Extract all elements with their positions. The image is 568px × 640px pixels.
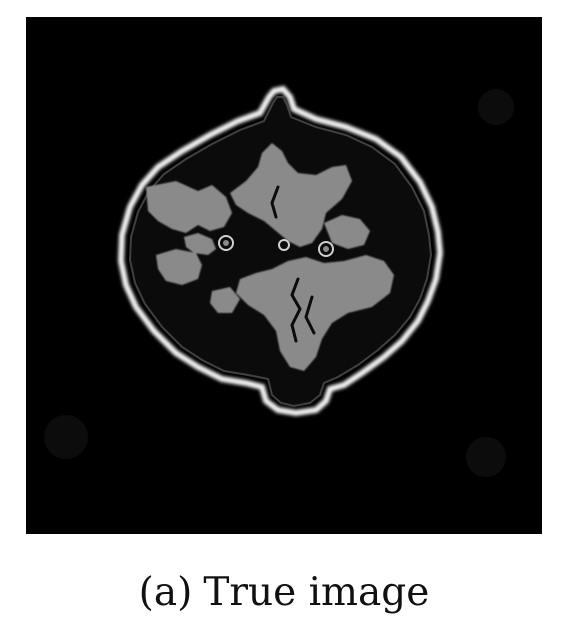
central-upper-region [230, 143, 352, 247]
true-image-panel [26, 17, 542, 534]
brain-tissue [130, 97, 431, 406]
texture-spot [466, 437, 506, 477]
inner-rim [128, 96, 433, 408]
figure-caption: (a) True image [0, 563, 568, 623]
ventricles [218, 235, 334, 257]
caption-text: True image [203, 570, 430, 615]
ventricle-left-core [223, 240, 229, 246]
right-lower-region [236, 255, 394, 371]
ventricle-right-core [323, 246, 329, 252]
left-mid-region [184, 233, 216, 255]
gray-matter-regions [146, 143, 394, 371]
ventricle-right [318, 241, 334, 257]
fissure-lower-b [304, 295, 316, 335]
fissure-lower [290, 277, 302, 343]
center-lower-region [210, 287, 240, 313]
left-lower-region [156, 249, 202, 285]
texture-spot [44, 415, 88, 459]
skull-rim [117, 85, 444, 417]
left-upper-region [146, 181, 232, 233]
ventricle-cores [223, 240, 329, 252]
ventricle-left [218, 235, 234, 251]
fissure-upper [270, 185, 280, 219]
subfigure-label: (a) [138, 570, 193, 615]
texture-spot [478, 89, 514, 125]
brain-scan-image [26, 17, 542, 534]
fissures [270, 185, 316, 343]
ventricle-center [278, 239, 290, 251]
right-upper-region [324, 215, 370, 249]
background-texture [44, 89, 514, 477]
